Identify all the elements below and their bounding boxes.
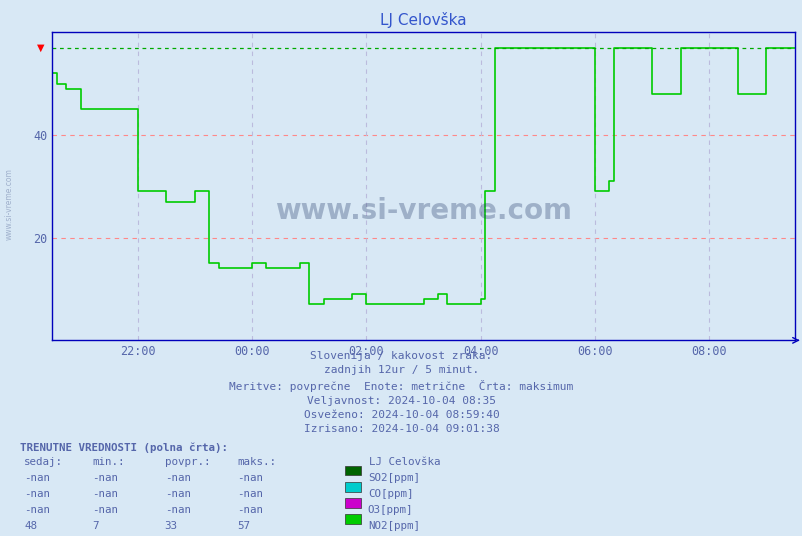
Text: Slovenija / kakovost zraka.
zadnjih 12ur / 5 minut.
Meritve: povprečne  Enote: m: Slovenija / kakovost zraka. zadnjih 12ur… [229,351,573,434]
Text: -nan: -nan [24,473,50,483]
Text: -nan: -nan [164,489,190,499]
Text: 7: 7 [92,521,99,531]
Text: LJ Celovška: LJ Celovška [369,457,440,467]
Title: LJ Celovška: LJ Celovška [380,12,466,28]
Text: -nan: -nan [92,473,118,483]
Text: -nan: -nan [237,505,262,515]
Text: NO2[ppm]: NO2[ppm] [367,521,419,531]
Text: min.:: min.: [92,457,124,467]
Text: -nan: -nan [24,505,50,515]
Text: 57: 57 [237,521,249,531]
Text: maks.:: maks.: [237,457,276,467]
Text: -nan: -nan [164,473,190,483]
Text: TRENUTNE VREDNOSTI (polna črta):: TRENUTNE VREDNOSTI (polna črta): [20,442,228,453]
Text: www.si-vreme.com: www.si-vreme.com [275,197,571,225]
Text: 33: 33 [164,521,177,531]
Text: sedaj:: sedaj: [24,457,63,467]
Text: 48: 48 [24,521,37,531]
Text: povpr.:: povpr.: [164,457,210,467]
Text: CO[ppm]: CO[ppm] [367,489,413,499]
Text: ▼: ▼ [37,42,45,53]
Text: www.si-vreme.com: www.si-vreme.com [5,168,14,240]
Text: -nan: -nan [164,505,190,515]
Text: -nan: -nan [237,473,262,483]
Text: -nan: -nan [92,489,118,499]
Text: SO2[ppm]: SO2[ppm] [367,473,419,483]
Text: -nan: -nan [24,489,50,499]
Text: O3[ppm]: O3[ppm] [367,505,413,515]
Text: -nan: -nan [92,505,118,515]
Text: -nan: -nan [237,489,262,499]
